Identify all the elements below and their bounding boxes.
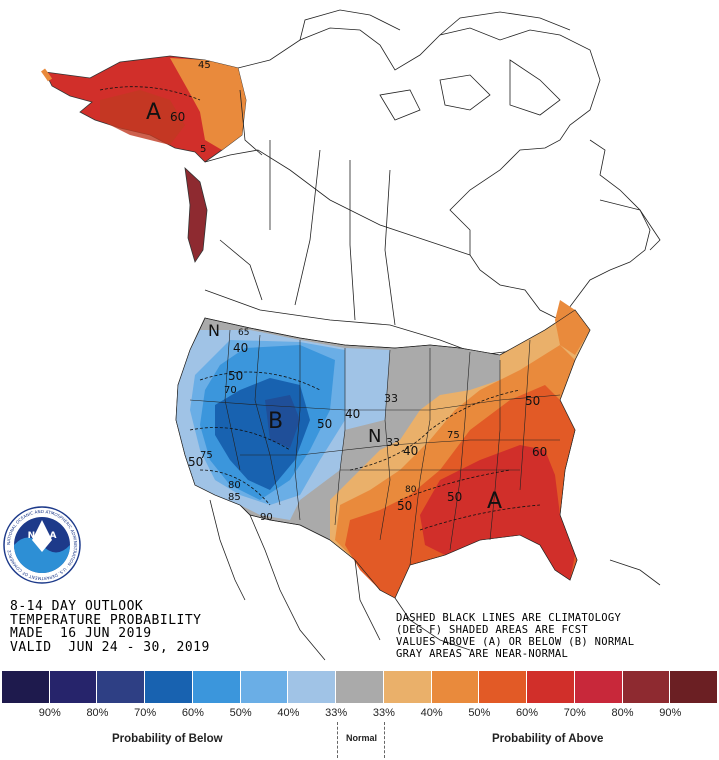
outlook-made-date: MADE 16 JUN 2019 xyxy=(10,626,152,641)
legend-percent-label: 40% xyxy=(420,707,443,719)
legend-percent-label: 70% xyxy=(134,707,157,719)
north-america-map: A 60 45 5 B 50 40 70 50 75 80 85 90 40 5… xyxy=(3,9,661,661)
pct-spacer xyxy=(2,707,26,719)
west-90-label: 90 xyxy=(260,512,273,523)
normal-caption: Normal xyxy=(346,733,378,743)
legend-swatch xyxy=(383,671,432,703)
mexico-outline xyxy=(209,499,661,661)
legend-swatch xyxy=(288,671,337,703)
outlook-subtitle: TEMPERATURE PROBABILITY xyxy=(10,612,202,628)
note-line-3: VALUES ABOVE (A) OR BELOW (B) NORMAL xyxy=(396,636,635,648)
west-below-label: B xyxy=(268,409,283,434)
central-normal-label: N xyxy=(368,426,381,447)
central-40-label: 40 xyxy=(403,444,418,458)
east-80-label: 80 xyxy=(405,485,417,495)
legend-percent-label: 60% xyxy=(181,707,204,719)
legend-swatch xyxy=(670,671,719,703)
west-50b-label: 50 xyxy=(188,455,203,469)
legend-swatch xyxy=(527,671,575,703)
alaska-shading xyxy=(40,55,247,263)
legend-swatch xyxy=(145,671,193,703)
legend-swatch xyxy=(431,671,480,703)
legend-swatch xyxy=(622,671,671,703)
west-75-label: 75 xyxy=(200,450,213,461)
legend-percent-label: 70% xyxy=(563,707,586,719)
west-50-label: 50 xyxy=(228,369,243,383)
legend-percent-label: 80% xyxy=(611,707,634,719)
north-normal-label: N xyxy=(208,321,220,340)
central-33b-label: 33 xyxy=(386,436,400,449)
climatology-dashed-lines xyxy=(99,86,541,531)
east-60-label: 60 xyxy=(532,445,547,459)
east-50b-label: 50 xyxy=(447,490,462,504)
noaa-logo: NOAA NATIONAL OCEANIC AND ATMOSPHERIC AD… xyxy=(3,506,81,584)
legend-swatch xyxy=(336,671,384,703)
pct-spacer xyxy=(694,707,718,719)
legend-percent-label: 80% xyxy=(86,707,109,719)
legend-swatch xyxy=(49,671,98,703)
outlook-title: 8-14 DAY OUTLOOK xyxy=(10,599,144,614)
canada-outline xyxy=(204,9,661,356)
legend-percent-label: 33% xyxy=(325,707,348,719)
outlook-valid-dates: VALID JUN 24 - 30, 2019 xyxy=(10,639,210,655)
west-85-label: 85 xyxy=(228,492,241,503)
legend-percent-label: 90% xyxy=(38,707,61,719)
legend-percent-label: 90% xyxy=(659,707,682,719)
legend-swatch xyxy=(574,671,623,703)
map-labels: A 60 45 5 B 50 40 70 50 75 80 85 90 40 5… xyxy=(146,60,547,523)
map-notes: DASHED BLACK LINES ARE CLIMATOLOGY (DEG … xyxy=(396,612,634,660)
west-50c-label: 50 xyxy=(317,417,332,431)
legend-percent-label: 50% xyxy=(229,707,252,719)
legend-percent-label: 40% xyxy=(277,707,300,719)
alaska-5-label: 5 xyxy=(200,144,206,155)
west-40-label: 40 xyxy=(233,341,248,355)
conus-shading xyxy=(175,300,591,599)
east-75-label: 75 xyxy=(447,430,460,441)
legend-percent-label: 60% xyxy=(516,707,539,719)
central-33-label: 33 xyxy=(384,392,398,405)
legend-percent-label: 33% xyxy=(372,707,395,719)
alaska-60-label: 60 xyxy=(170,110,185,124)
note-line-1: DASHED BLACK LINES ARE CLIMATOLOGY xyxy=(396,612,622,624)
probability-color-bar xyxy=(2,671,719,703)
alaska-45-label: 45 xyxy=(198,60,211,71)
noaa-logo-text: NOAA xyxy=(28,531,57,541)
west-40b-label: 40 xyxy=(345,407,360,421)
southeast-above-label: A xyxy=(487,489,502,514)
probability-percent-labels: 90% 80% 70% 60% 50% 40% 33% 33% 40% 50% 60% 70% 80% 9… xyxy=(2,707,718,719)
legend-swatch xyxy=(2,671,50,703)
state-boundaries xyxy=(175,309,591,599)
legend-swatch xyxy=(479,671,528,703)
normal-divider-left xyxy=(337,722,338,758)
west-80-label: 80 xyxy=(228,480,241,491)
alaska-above-label: A xyxy=(146,100,161,125)
note-line-2: (DEG F) SHADED AREAS ARE FCST xyxy=(396,624,589,636)
east-50-label: 50 xyxy=(525,394,540,408)
legend-swatch xyxy=(192,671,241,703)
legend-swatch xyxy=(240,671,289,703)
east-50c-label: 50 xyxy=(397,499,412,513)
note-line-4: GRAY AREAS ARE NEAR-NORMAL xyxy=(396,648,569,660)
north-65-label: 65 xyxy=(238,328,249,338)
legend-percent-label: 50% xyxy=(468,707,491,719)
legend-swatch xyxy=(97,671,146,703)
outlook-title-block: 8-14 DAY OUTLOOK TEMPERATURE PROBABILITY… xyxy=(10,600,210,654)
normal-divider-right xyxy=(384,722,385,758)
above-caption: Probability of Above xyxy=(492,733,604,745)
west-70-label: 70 xyxy=(224,385,237,396)
temperature-outlook-map: A 60 45 5 B 50 40 70 50 75 80 85 90 40 5… xyxy=(3,9,661,661)
below-caption: Probability of Below xyxy=(112,733,223,745)
